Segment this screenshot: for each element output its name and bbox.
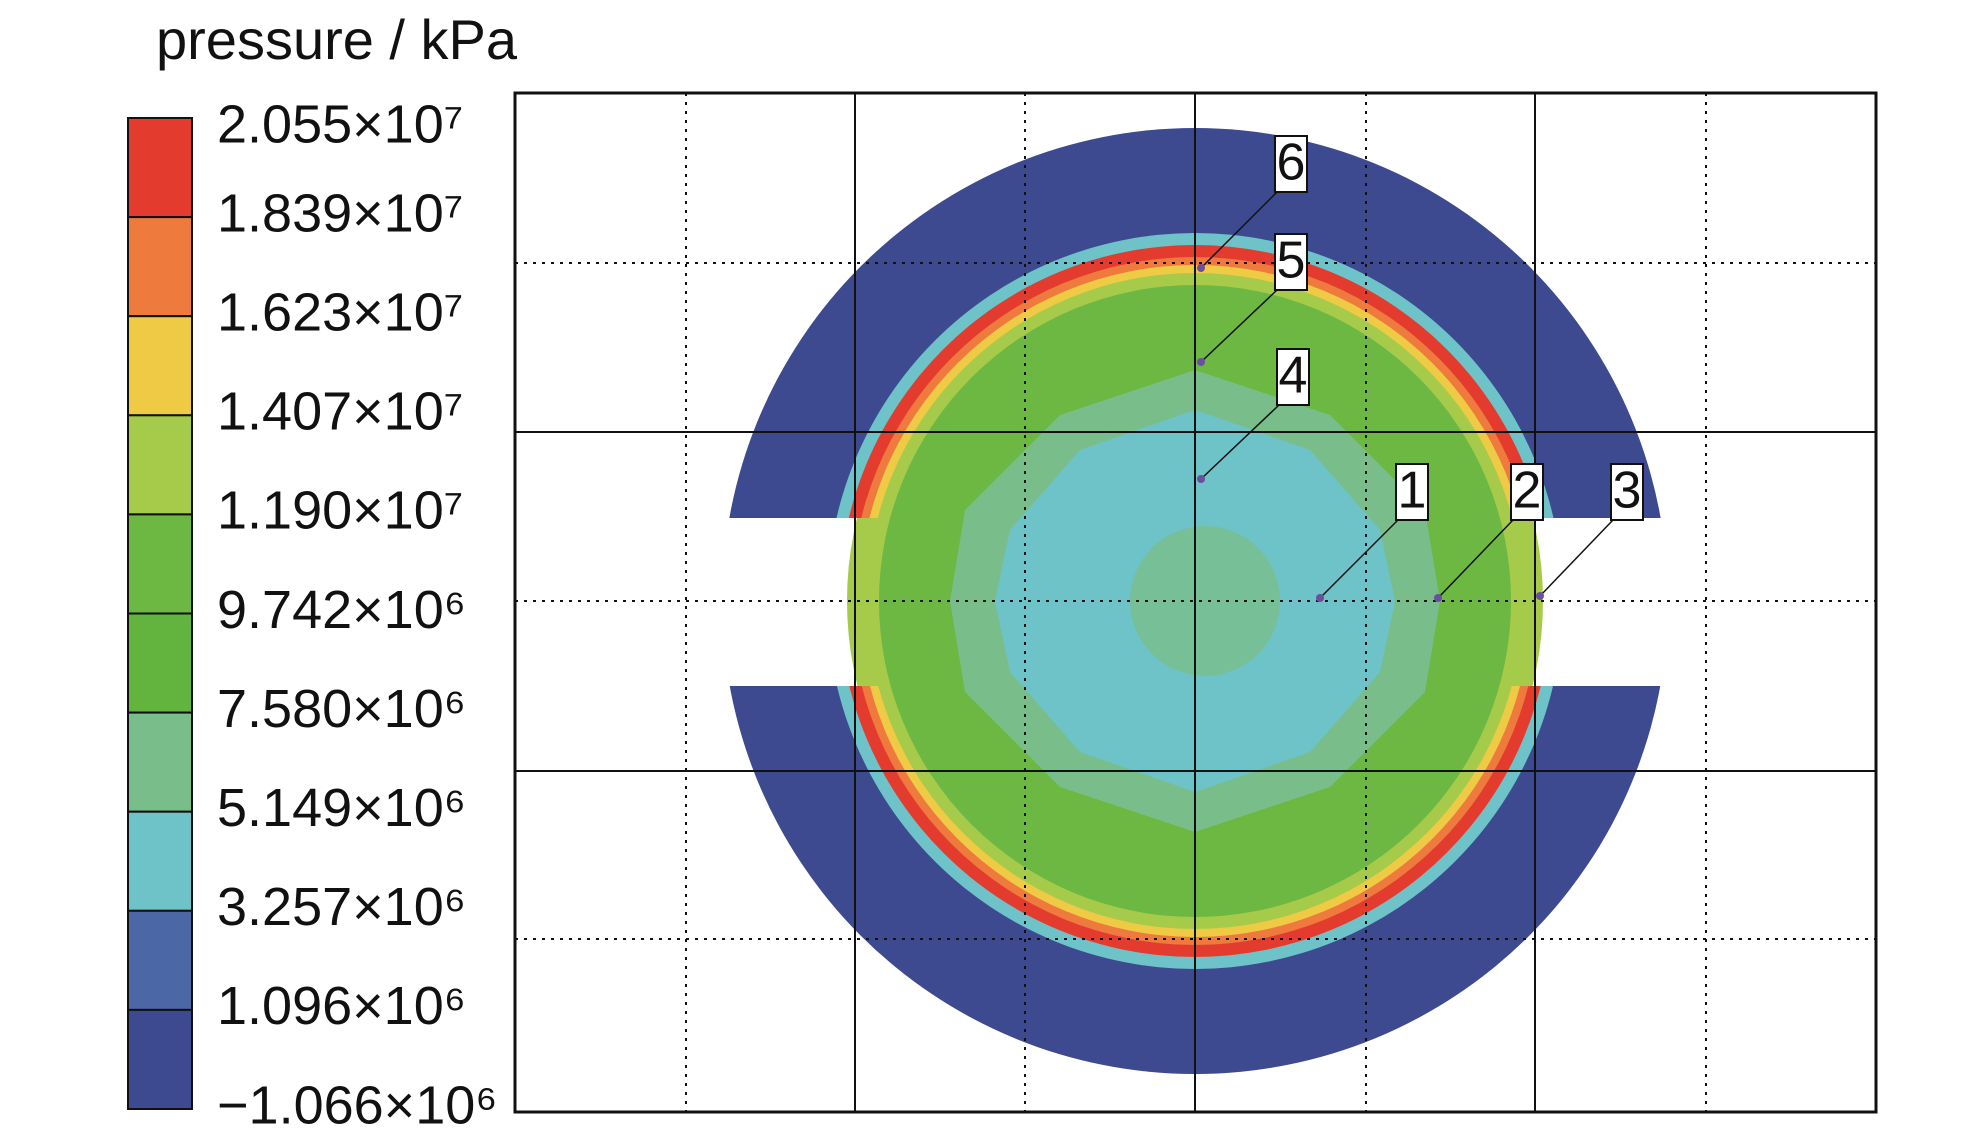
label-box: [1395, 463, 1429, 521]
probe-point: [1316, 594, 1324, 602]
colorbar-segment: [127, 216, 193, 318]
colorbar-label: −1.066×10⁶: [217, 1075, 498, 1134]
colorbar-segment: [127, 909, 193, 1011]
probe-point: [1197, 475, 1205, 483]
probe-point: [1536, 592, 1544, 600]
colorbar-label: 1.190×10⁷: [217, 481, 463, 541]
plot-frame: [513, 91, 1878, 1114]
probe-point: [1434, 594, 1442, 602]
point-label: 1: [1398, 462, 1427, 520]
leader-line: [1437, 519, 1514, 599]
colorbar-label: 1.839×10⁷: [217, 183, 463, 243]
colorbar-segment: [127, 1008, 193, 1111]
center-region: [1130, 526, 1280, 676]
colorbar-segment: [127, 513, 193, 615]
leader-line: [1539, 519, 1614, 597]
dotted-grid: [515, 93, 1876, 1112]
point-label: 5: [1277, 232, 1306, 290]
colorbar-label: 1.096×10⁶: [217, 976, 466, 1036]
leader-line: [1200, 191, 1278, 269]
colorbar-segment: [127, 315, 193, 417]
colorbar-label: 3.257×10⁶: [217, 877, 466, 937]
colorbar-label: 9.742×10⁶: [217, 580, 466, 640]
colorbar-segment: [127, 810, 193, 912]
legend-title: pressure / kPa: [156, 8, 518, 71]
solid-grid: [515, 93, 1876, 1112]
label-box: [1610, 463, 1644, 521]
leader-line: [1319, 519, 1399, 599]
colorbar-segment: [127, 711, 193, 813]
colorbar-segment: [127, 612, 193, 714]
label-box: [1510, 463, 1544, 521]
probe-points: 1 2 3 4 5 6: [1197, 134, 1644, 602]
probe-point: [1197, 264, 1205, 272]
point-label: 2: [1513, 462, 1542, 520]
point-label: 6: [1277, 134, 1306, 192]
point-label: 4: [1279, 347, 1308, 405]
label-box: [1274, 233, 1308, 291]
probe-point: [1197, 358, 1205, 366]
colorbar-label: 1.407×10⁷: [217, 382, 463, 442]
leader-line: [1200, 404, 1280, 480]
colorbar-label: 7.580×10⁶: [217, 679, 466, 739]
label-box: [1276, 348, 1310, 406]
colorbar-label: 5.149×10⁶: [217, 778, 466, 838]
point-label: 3: [1613, 462, 1642, 520]
colorbar-label: 2.055×10⁷: [217, 94, 463, 154]
colorbar: 2.055×10⁷ 1.839×10⁷ 1.623×10⁷ 1.407×10⁷ 1.19…: [127, 94, 498, 1134]
leader-line: [1200, 289, 1278, 363]
contour-plot: [513, 91, 1878, 1114]
colorbar-segment: [127, 414, 193, 516]
label-box: [1274, 135, 1308, 193]
colorbar-segment: [127, 117, 193, 219]
colorbar-label: 1.623×10⁷: [217, 282, 463, 342]
